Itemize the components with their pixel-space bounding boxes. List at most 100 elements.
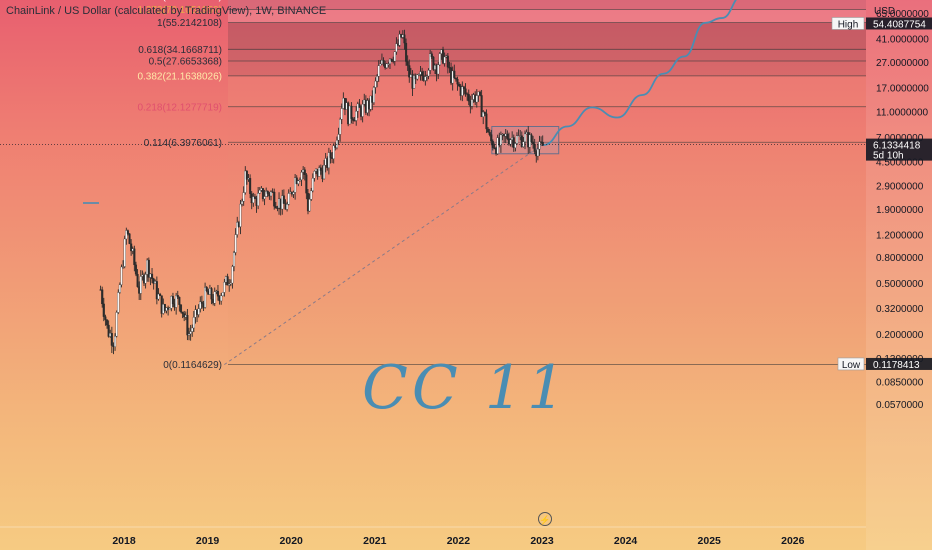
candle-body — [385, 63, 388, 68]
fib-level-label: 1.618(89.2646190) — [137, 0, 222, 2]
candle-body — [226, 276, 229, 286]
candle-body — [499, 134, 502, 146]
candle-body — [430, 53, 433, 58]
candle-body — [403, 34, 406, 44]
price-tick-label: 11.0000000 — [876, 108, 929, 119]
candle-body — [374, 80, 377, 88]
candle-body — [538, 141, 541, 150]
candle-body — [327, 152, 330, 168]
candle-body — [242, 192, 245, 202]
candle-body — [532, 141, 535, 145]
lightning-icon[interactable] — [538, 512, 552, 526]
price-tag-name: Low — [842, 360, 861, 371]
price-tick-label: 0.8000000 — [876, 253, 924, 264]
price-tag-value: 54.4087754 — [873, 19, 926, 30]
candle-body — [294, 177, 297, 193]
candle-body — [123, 238, 126, 267]
trend-line[interactable] — [224, 144, 543, 366]
candle-body — [405, 42, 408, 62]
candle-body — [298, 179, 301, 182]
candle-body — [118, 284, 121, 293]
candle-body — [382, 60, 385, 64]
price-tick-label: 27.0000000 — [876, 58, 929, 69]
currency-label: USD — [874, 6, 895, 17]
fib-band — [228, 75, 866, 107]
candle-body — [234, 234, 237, 253]
candle-body — [176, 295, 179, 298]
candle-body — [186, 314, 189, 336]
candle-body — [464, 88, 467, 94]
candle-body — [110, 333, 113, 346]
trend-line-segment[interactable] — [224, 144, 543, 366]
candle-body — [441, 49, 445, 64]
price-tag-value: 0.1178413 — [873, 360, 920, 371]
candle-body — [179, 304, 183, 313]
candle-body — [197, 308, 200, 315]
candle-body — [482, 111, 485, 117]
candle-body — [128, 233, 131, 244]
candle-body — [429, 53, 432, 71]
time-tick-label: 2021 — [363, 535, 387, 547]
forecast-path[interactable] — [543, 0, 806, 146]
candle-body — [187, 333, 191, 336]
annotation-layer[interactable]: CC 11 ⚡ — [83, 202, 569, 526]
candle-body — [117, 292, 120, 313]
candle-body — [189, 331, 192, 335]
price-axis-panel[interactable] — [866, 0, 932, 550]
candle-body — [456, 78, 459, 85]
candle-body — [335, 139, 338, 148]
candle-body — [115, 312, 118, 337]
candle-body — [318, 167, 321, 177]
candle-body — [229, 282, 232, 285]
candle-body — [300, 172, 303, 180]
price-tick-label: 1.2000000 — [876, 231, 924, 242]
candle-body — [332, 145, 335, 159]
candle-body — [398, 34, 401, 46]
candle-body — [221, 292, 224, 297]
candle-body — [406, 61, 409, 66]
fib-level-label: 0(0.1164629) — [163, 360, 222, 371]
candle-body — [244, 170, 247, 193]
candle-body — [390, 58, 393, 61]
candle-body — [191, 327, 194, 332]
candle-body — [393, 51, 396, 62]
candle-body — [424, 76, 427, 81]
price-candles — [99, 29, 544, 355]
candle-body — [486, 128, 490, 133]
candle-body — [351, 118, 355, 121]
candle-body — [107, 324, 110, 337]
candle-body — [443, 56, 446, 64]
candle-body — [438, 53, 441, 65]
candle-body — [101, 289, 104, 305]
candle-body — [305, 174, 308, 194]
time-tick-label: 2023 — [530, 535, 554, 547]
candle-body — [329, 152, 332, 158]
candle-body — [478, 91, 482, 96]
candle-body — [483, 111, 486, 114]
fib-band — [228, 61, 866, 76]
candle-body — [273, 191, 276, 207]
price-tick-label: 0.5000000 — [876, 279, 924, 290]
time-axis: 2018 2019 2020 2021 2022 2023 2024 2025 2026 — [112, 535, 804, 547]
forecast-line[interactable] — [543, 0, 806, 146]
price-tag-name-box — [837, 357, 865, 371]
candle-body — [480, 95, 483, 117]
chart-title: ChainLink / US Dollar (calculated by Tra… — [6, 5, 326, 17]
candle-body — [512, 137, 515, 148]
candle-body — [125, 230, 128, 240]
price-tick-label: 0.0570000 — [876, 400, 924, 411]
lightning-icon-glyph: ⚡ — [539, 514, 550, 526]
candle-body — [249, 178, 252, 194]
candle-body — [387, 63, 390, 65]
candle-body — [286, 204, 289, 210]
candle-body — [205, 287, 208, 292]
time-tick-label: 2026 — [781, 535, 805, 547]
handwritten-annotation[interactable]: CC 11 — [362, 353, 569, 423]
candle-body — [388, 58, 392, 64]
candle-body — [425, 75, 429, 77]
fibonacci-extension[interactable]: 4.618(254.5578626)3.618(199.4601147)2.61… — [132, 0, 866, 371]
fib-band — [228, 0, 866, 10]
candle-body — [530, 134, 533, 143]
price-tag-box — [866, 17, 932, 30]
